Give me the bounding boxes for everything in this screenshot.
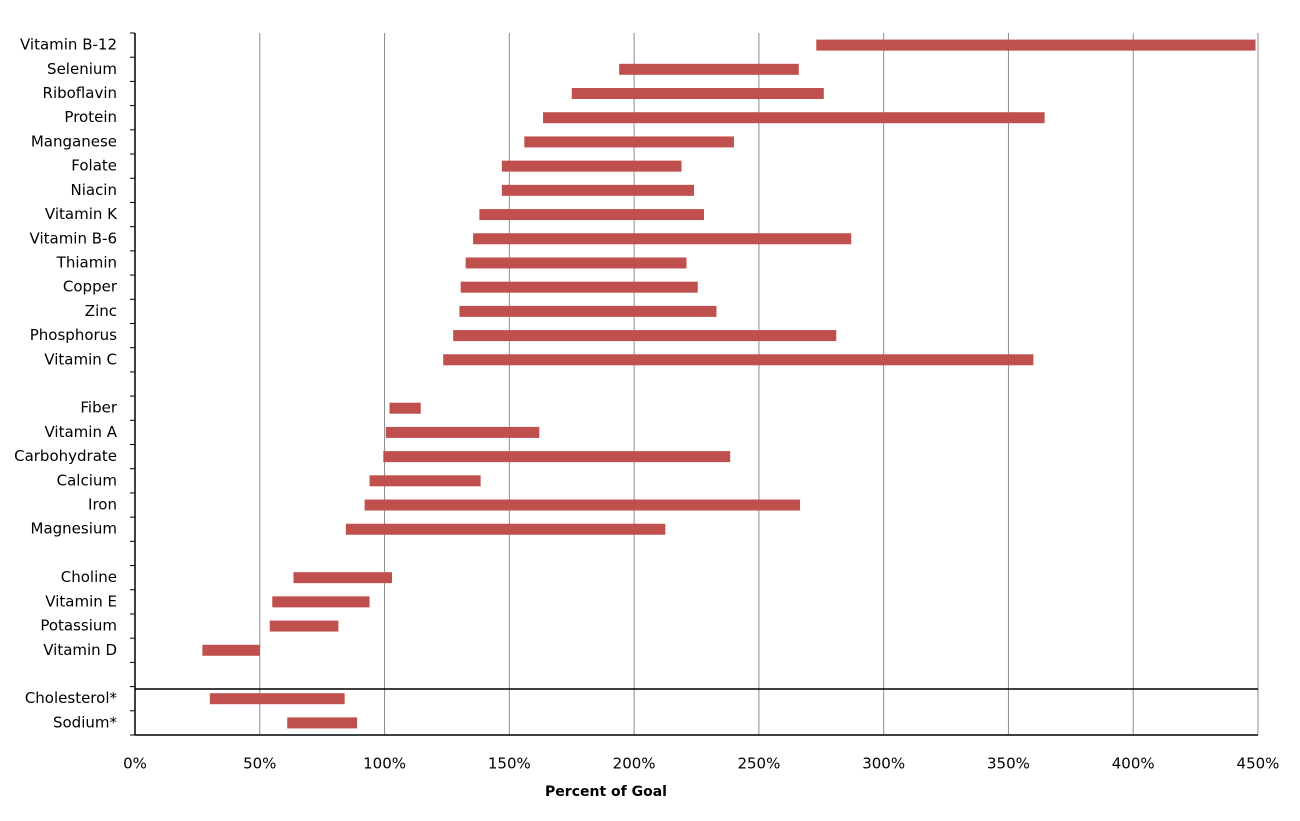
bar: [287, 717, 358, 729]
bar: [272, 596, 370, 608]
x-tick-label: 250%: [737, 755, 780, 773]
bar: [479, 209, 704, 221]
y-tick-label: Phosphorus: [30, 326, 117, 344]
bar: [383, 451, 731, 463]
grid: [130, 32, 1259, 736]
bar: [473, 233, 852, 245]
bar: [369, 475, 481, 487]
x-axis-title: Percent of Goal: [545, 784, 667, 800]
bar: [385, 426, 540, 438]
y-tick-label: Iron: [88, 496, 117, 514]
x-tick-label: 300%: [862, 755, 905, 773]
x-tick-label: 150%: [488, 755, 531, 773]
bar: [571, 88, 824, 100]
y-tick-label: Vitamin B-12: [20, 36, 117, 54]
y-tick-label: Vitamin E: [45, 592, 117, 610]
x-tick-label: 450%: [1237, 755, 1280, 773]
bar: [443, 354, 1034, 366]
bar: [345, 523, 666, 535]
y-tick-label: Vitamin B-6: [30, 229, 117, 247]
bar: [619, 63, 799, 75]
y-tick-label: Vitamin C: [44, 350, 117, 368]
bar: [389, 402, 421, 414]
y-tick-label: Thiamin: [56, 253, 117, 271]
bar: [269, 620, 339, 632]
y-tick-label: Protein: [64, 108, 117, 126]
x-tick-label: 400%: [1112, 755, 1155, 773]
bar: [501, 184, 695, 196]
bars: [202, 39, 1256, 729]
y-tick-label: Selenium: [47, 60, 117, 78]
bar: [543, 112, 1045, 124]
x-tick-label: 0%: [123, 755, 147, 773]
x-tick-label: 100%: [363, 755, 406, 773]
x-tick-label: 200%: [613, 755, 656, 773]
bar: [202, 644, 260, 656]
y-tick-label: Vitamin D: [43, 641, 117, 659]
y-tick-label: Calcium: [57, 471, 117, 489]
y-tick-label: Manganese: [31, 132, 117, 150]
bar: [364, 499, 801, 511]
y-tick-label: Choline: [61, 568, 117, 586]
x-tick-label: 350%: [987, 755, 1030, 773]
bar: [465, 257, 687, 269]
y-tick-label: Fiber: [80, 399, 117, 417]
y-tick-label: Copper: [63, 278, 118, 296]
y-tick-label: Sodium*: [53, 713, 118, 731]
y-tick-label: Riboflavin: [43, 84, 117, 102]
bar: [524, 136, 734, 148]
y-tick-label: Niacin: [70, 181, 117, 199]
y-tick-label: Vitamin A: [45, 423, 118, 441]
bar: [209, 693, 345, 705]
bar: [293, 572, 393, 584]
y-tick-label: Cholesterol*: [25, 689, 118, 707]
bar: [501, 160, 682, 172]
bar: [459, 305, 717, 317]
bar: [816, 39, 1256, 51]
y-tick-label: Vitamin K: [45, 205, 118, 223]
y-tick-label: Magnesium: [31, 520, 118, 538]
y-tick-label: Potassium: [40, 617, 117, 635]
y-tick-label: Folate: [71, 157, 117, 175]
x-tick-label: 50%: [243, 755, 276, 773]
y-tick-label: Carbohydrate: [14, 447, 117, 465]
bar: [453, 330, 837, 342]
bar: [460, 281, 698, 293]
y-tick-label: Zinc: [85, 302, 117, 320]
